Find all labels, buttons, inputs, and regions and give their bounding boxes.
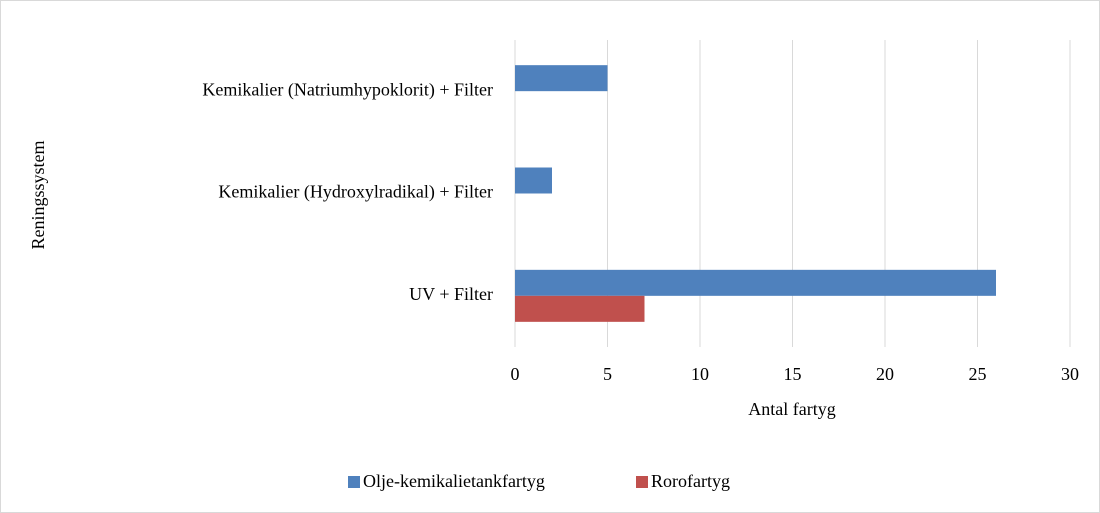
legend-swatch [636, 476, 648, 488]
x-tick-label: 10 [691, 364, 709, 384]
x-tick-label: 30 [1061, 364, 1079, 384]
x-tick-label: 20 [876, 364, 894, 384]
legend-swatch [348, 476, 360, 488]
legend-label: Rorofartyg [651, 471, 730, 491]
x-axis-title: Antal fartyg [748, 399, 835, 419]
bar [515, 295, 645, 322]
x-tick-label: 25 [969, 364, 987, 384]
y-axis-title: Reningssystem [28, 140, 48, 249]
legend-label: Olje-kemikalietankfartyg [363, 471, 545, 491]
x-tick-label: 5 [603, 364, 612, 384]
y-tick-label: Kemikalier (Hydroxylradikal) + Filter [218, 182, 493, 203]
bar [515, 269, 996, 296]
bar [515, 167, 552, 194]
y-tick-label: UV + Filter [409, 284, 493, 304]
x-tick-label: 0 [511, 364, 520, 384]
bar [515, 65, 608, 92]
y-tick-label: Kemikalier (Natriumhypoklorit) + Filter [202, 79, 493, 100]
x-tick-label: 15 [784, 364, 802, 384]
